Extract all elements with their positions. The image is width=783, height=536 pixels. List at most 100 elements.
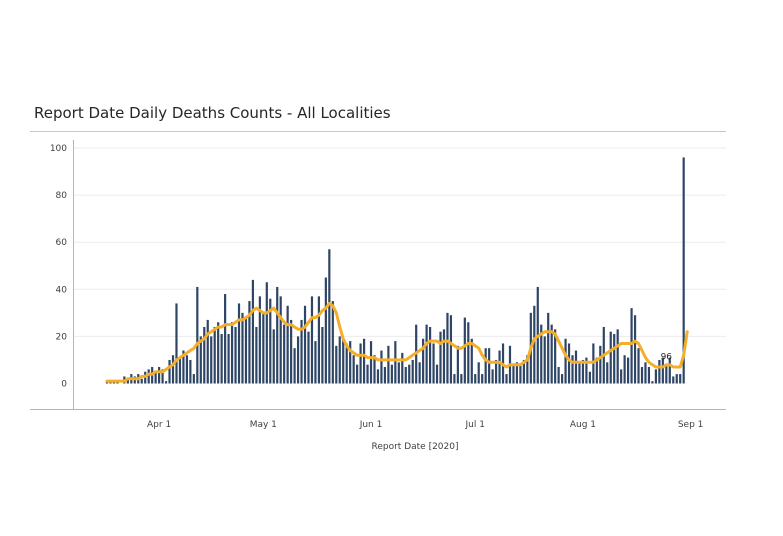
bar [237, 303, 241, 384]
bar [533, 305, 536, 384]
bar [439, 331, 442, 384]
bar [300, 319, 303, 384]
x-tick-label: Apr 1 [147, 420, 171, 430]
bar [224, 294, 227, 384]
bar [668, 357, 671, 384]
bar [665, 364, 668, 384]
bar [574, 350, 578, 384]
bar [428, 326, 432, 384]
bar [654, 369, 657, 384]
bar [328, 249, 331, 384]
bar [147, 369, 150, 384]
bar [185, 355, 189, 384]
y-tick-label: 0 [61, 380, 67, 390]
y-tick-label: 40 [56, 285, 68, 295]
y-tick-label: 80 [56, 191, 68, 201]
bar [609, 331, 612, 384]
bar [567, 343, 571, 384]
bar [512, 364, 515, 384]
bar [390, 364, 393, 384]
trend-line-group [105, 301, 689, 383]
axes [30, 140, 726, 410]
bar [550, 324, 553, 384]
x-tick-labels: Apr 1 May 1 Jun 1 Jul 1 Aug 1 Sep 1 [147, 420, 703, 430]
x-tick-label: Jun 1 [359, 420, 383, 430]
bar [251, 279, 255, 384]
bar [494, 359, 498, 384]
bar [498, 350, 501, 384]
bar [335, 345, 338, 384]
bar [255, 326, 258, 384]
bar [269, 298, 272, 384]
bar [164, 381, 168, 384]
bars [105, 157, 685, 384]
bar [213, 326, 216, 384]
x-tick-label: Aug 1 [570, 420, 596, 430]
bar [140, 378, 143, 384]
bar [314, 341, 317, 384]
bar [241, 312, 244, 384]
bar [474, 374, 477, 384]
bar [394, 341, 397, 384]
bar [404, 367, 407, 384]
bar [554, 329, 557, 384]
bar [290, 319, 293, 384]
bar [376, 369, 380, 384]
data-label: 96 [661, 353, 673, 363]
bar [460, 374, 463, 384]
bar [387, 345, 390, 384]
bar [321, 326, 324, 384]
bar [418, 362, 421, 384]
bar [265, 282, 268, 384]
bar [383, 367, 387, 384]
bar [248, 301, 251, 384]
bar [230, 322, 234, 384]
y-tick-label: 60 [56, 238, 68, 248]
bar [397, 362, 400, 384]
x-tick-label: Jul 1 [465, 420, 485, 430]
y-tick-labels: 0 20 40 60 80 100 [50, 144, 67, 390]
bar [595, 357, 598, 384]
bar [196, 286, 199, 384]
bar [432, 343, 435, 384]
bar [217, 322, 220, 384]
bar [331, 301, 334, 384]
bar [637, 348, 640, 384]
bar [442, 329, 446, 384]
bar [338, 336, 341, 384]
bar [210, 336, 213, 384]
title-divider [30, 131, 726, 132]
bar [182, 350, 185, 384]
bar [540, 324, 543, 384]
bar [317, 296, 321, 384]
bar [640, 367, 644, 384]
bar [651, 381, 654, 384]
bar [401, 352, 404, 384]
bar [154, 371, 157, 384]
bar [623, 355, 626, 384]
bar [543, 336, 546, 384]
bar [411, 359, 414, 384]
bar [547, 312, 550, 384]
bar [279, 296, 282, 384]
bar [599, 345, 602, 384]
bar [435, 364, 439, 384]
bar [467, 322, 470, 384]
bar [449, 315, 453, 384]
bar [564, 338, 567, 384]
bar [178, 357, 182, 384]
bar [675, 374, 678, 384]
bar [644, 362, 647, 384]
bar [168, 359, 171, 384]
x-axis-title: Report Date [2020] [372, 442, 459, 452]
bar [203, 326, 206, 384]
bar [408, 364, 411, 384]
y-tick-label: 20 [56, 332, 68, 342]
bar [446, 312, 449, 384]
bar [627, 357, 630, 384]
bar [491, 369, 494, 384]
bar [369, 341, 373, 384]
bar [613, 334, 616, 384]
bar [199, 336, 202, 384]
bar [620, 369, 623, 384]
